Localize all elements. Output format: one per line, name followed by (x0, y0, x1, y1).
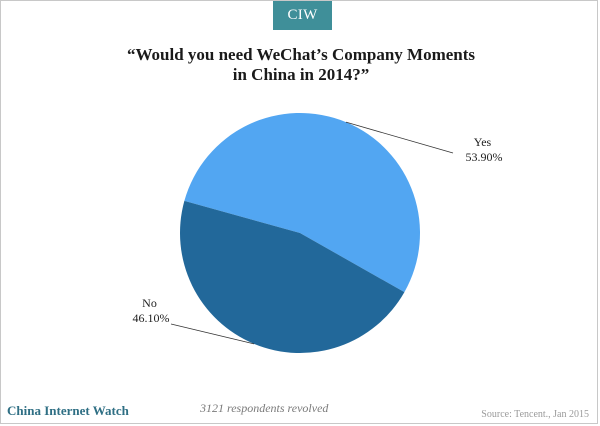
slice-label-no: No 46.10% (133, 296, 170, 325)
ciw-logo-badge: CIW (273, 1, 332, 30)
leader-line-yes (345, 121, 454, 154)
brand-name: China Internet Watch (7, 403, 129, 418)
respondents-note: 3121 respondents revolved (200, 401, 329, 415)
leader-line-no (170, 323, 255, 345)
chart-title: “Would you need WeChat’s Company Moments… (126, 45, 476, 84)
pie-slices (180, 113, 420, 354)
pie-slice-yes (184, 113, 420, 293)
slice-label-yes: Yes 53.90% (466, 135, 503, 164)
source-note: Source: Tencent., Jan 2015 (481, 409, 589, 420)
leader-lines (170, 121, 454, 345)
pie-slice-no (180, 200, 405, 354)
